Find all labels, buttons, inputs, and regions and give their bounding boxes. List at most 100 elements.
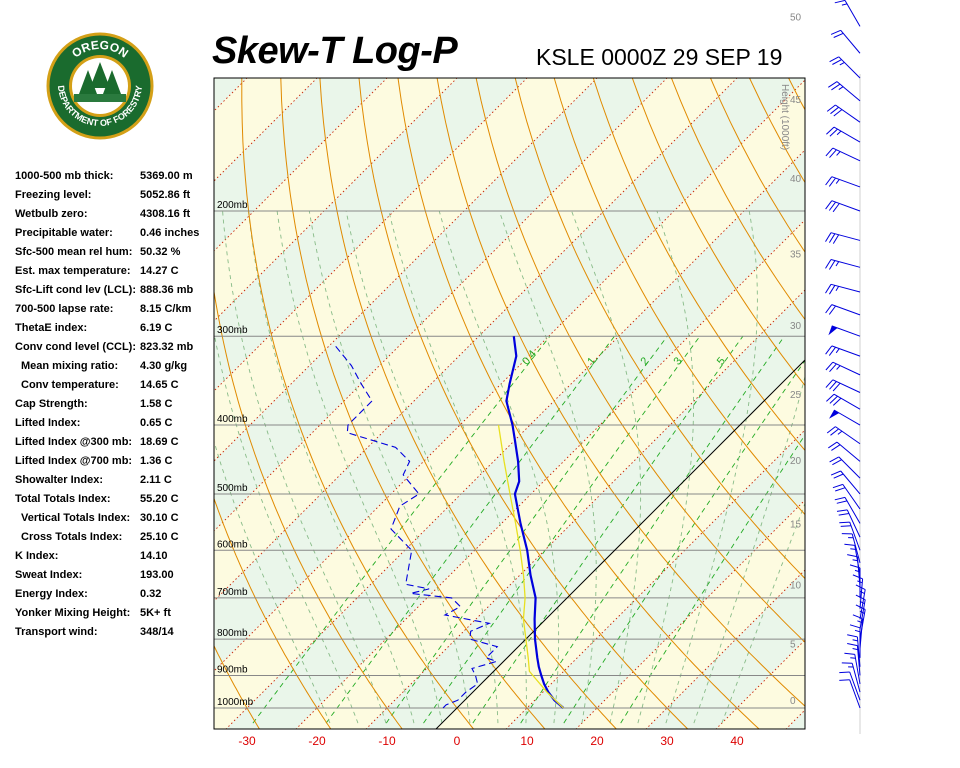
wind-barb-feather xyxy=(825,232,832,242)
wind-barbs xyxy=(825,0,866,734)
wind-barb xyxy=(856,636,861,667)
isotherm-line xyxy=(225,149,805,729)
temperature-profile xyxy=(505,336,565,709)
mixing-ratio-line xyxy=(563,359,805,724)
index-value: 5369.00 m xyxy=(140,170,193,182)
wind-barb-feather xyxy=(831,83,841,91)
parcel-profile xyxy=(497,424,564,709)
index-row: Lifted Index: 0.65 C xyxy=(15,415,215,434)
dry-adiabat-line xyxy=(280,78,546,729)
dry-adiabat-line xyxy=(214,644,261,729)
wind-barb xyxy=(835,104,861,123)
wind-barb-feather xyxy=(829,363,837,373)
index-row: Lifted Index @300 mb: 18.69 C xyxy=(15,434,215,453)
index-row: Transport wind: 348/14 xyxy=(15,624,215,643)
wind-barb-feather xyxy=(828,346,836,356)
wind-barb xyxy=(840,470,861,495)
oregon-forestry-logo: OREGON DEPARTMENT OF FORESTRY xyxy=(46,32,154,140)
mixing-ratio-line xyxy=(325,335,615,724)
index-value: 1.58 C xyxy=(140,398,173,410)
isotherm-line xyxy=(575,499,805,729)
index-value: 0.65 C xyxy=(140,417,173,429)
index-label: Wetbulb zero: xyxy=(15,208,88,220)
index-label: Yonker Mixing Height: xyxy=(15,607,131,619)
index-label: ThetaE index: xyxy=(15,322,88,334)
index-label: Cap Strength: xyxy=(15,398,88,410)
wind-barb xyxy=(849,521,861,551)
wind-barb-feather xyxy=(839,671,850,674)
index-label: Lifted Index: xyxy=(15,417,81,429)
wind-barb xyxy=(840,29,861,54)
wind-barb-feather xyxy=(825,284,832,294)
height-tick-label: 25 xyxy=(790,390,802,401)
isotherm-line xyxy=(295,219,805,729)
index-row: Showalter Index: 2.11 C xyxy=(15,472,215,491)
height-tick-label: 40 xyxy=(790,174,802,185)
dry-adiabat-line xyxy=(882,0,960,737)
plot-frame xyxy=(213,77,806,730)
wind-barb-half-feather xyxy=(836,365,841,370)
dry-adiabat-line xyxy=(319,78,617,729)
wind-barb-feather xyxy=(836,500,848,504)
svg-text:OREGON: OREGON xyxy=(69,38,131,61)
temperature-band xyxy=(214,78,805,671)
index-row: Wetbulb zero: 4308.16 ft xyxy=(15,206,215,225)
wind-barb-feather xyxy=(834,0,846,4)
dry-adiabat-line xyxy=(670,78,805,321)
isobar-lines xyxy=(214,210,805,709)
wind-barb xyxy=(851,663,861,693)
stability-indices-panel: 1000-500 mb thick: 5369.00 m Freezing leve… xyxy=(15,168,215,643)
wind-barb-feather xyxy=(826,426,836,434)
index-value: 14.65 C xyxy=(140,379,179,391)
wind-barb-feather xyxy=(844,543,855,546)
isotherm-line xyxy=(214,79,805,672)
index-label: Energy Index: xyxy=(15,588,88,600)
temperature-tick-label: 40 xyxy=(730,734,744,748)
index-value: 348/14 xyxy=(140,626,174,638)
wind-barb xyxy=(849,671,861,701)
wind-barb-feather xyxy=(829,56,840,63)
isotherm-lines xyxy=(214,78,805,729)
temperature-tick-label: 10 xyxy=(520,734,534,748)
height-tick-label: 20 xyxy=(790,456,802,467)
wind-barb-half-feather xyxy=(852,639,858,642)
chart-title: Skew-T Log-P xyxy=(212,30,458,72)
wind-barb-half-feather xyxy=(854,629,861,633)
wind-barb-half-feather xyxy=(841,3,848,6)
wind-barb-feather xyxy=(832,203,840,213)
pressure-labels: 1000mb 900mb 800mb 700mb 600mb 500mb 400mb 300m… xyxy=(217,200,254,708)
wind-barb-half-feather xyxy=(850,657,856,659)
wind-barb-feather xyxy=(828,285,836,295)
wind-barb-feather xyxy=(852,574,863,580)
wind-barb xyxy=(836,441,861,462)
moist-adiabat-line xyxy=(248,210,415,724)
wind-barb-feather xyxy=(828,233,836,243)
index-label: Mean mixing ratio: xyxy=(21,360,119,372)
index-label: Transport wind: xyxy=(15,626,98,638)
wind-barb-feather xyxy=(840,525,852,527)
wind-barb-feather xyxy=(826,104,836,112)
wind-barb-pennant xyxy=(829,410,840,419)
temperature-tick-label: 20 xyxy=(590,734,604,748)
wind-barb xyxy=(849,679,861,709)
wind-barb-feather xyxy=(847,643,858,647)
height-axis: Height (1000ft) 0 5 10 15 20 25 30 35 40 45 50 xyxy=(779,12,802,707)
wind-barb-half-feather xyxy=(839,61,845,66)
index-value: 0.32 xyxy=(140,588,162,600)
dry-adiabat-line xyxy=(917,0,960,737)
wind-barb-feather xyxy=(847,634,858,638)
temperature-axis: -30 -20 -10 0 10 20 30 40 xyxy=(238,734,744,748)
isotherm-line xyxy=(214,78,318,182)
zero-isotherm xyxy=(435,359,805,729)
height-axis-label: Height (1000ft) xyxy=(779,84,790,150)
wind-barb-half-feather xyxy=(835,261,840,267)
temperature-band xyxy=(816,38,960,768)
index-value: 4.30 g/kg xyxy=(140,360,188,372)
temperature-band xyxy=(506,430,805,729)
pressure-label: 1000mb xyxy=(217,697,254,708)
zero-isotherm-line xyxy=(435,359,805,729)
mixing-ratio-line xyxy=(385,335,668,724)
wind-barb-feather xyxy=(833,473,844,479)
dry-adiabat-line xyxy=(592,78,805,452)
